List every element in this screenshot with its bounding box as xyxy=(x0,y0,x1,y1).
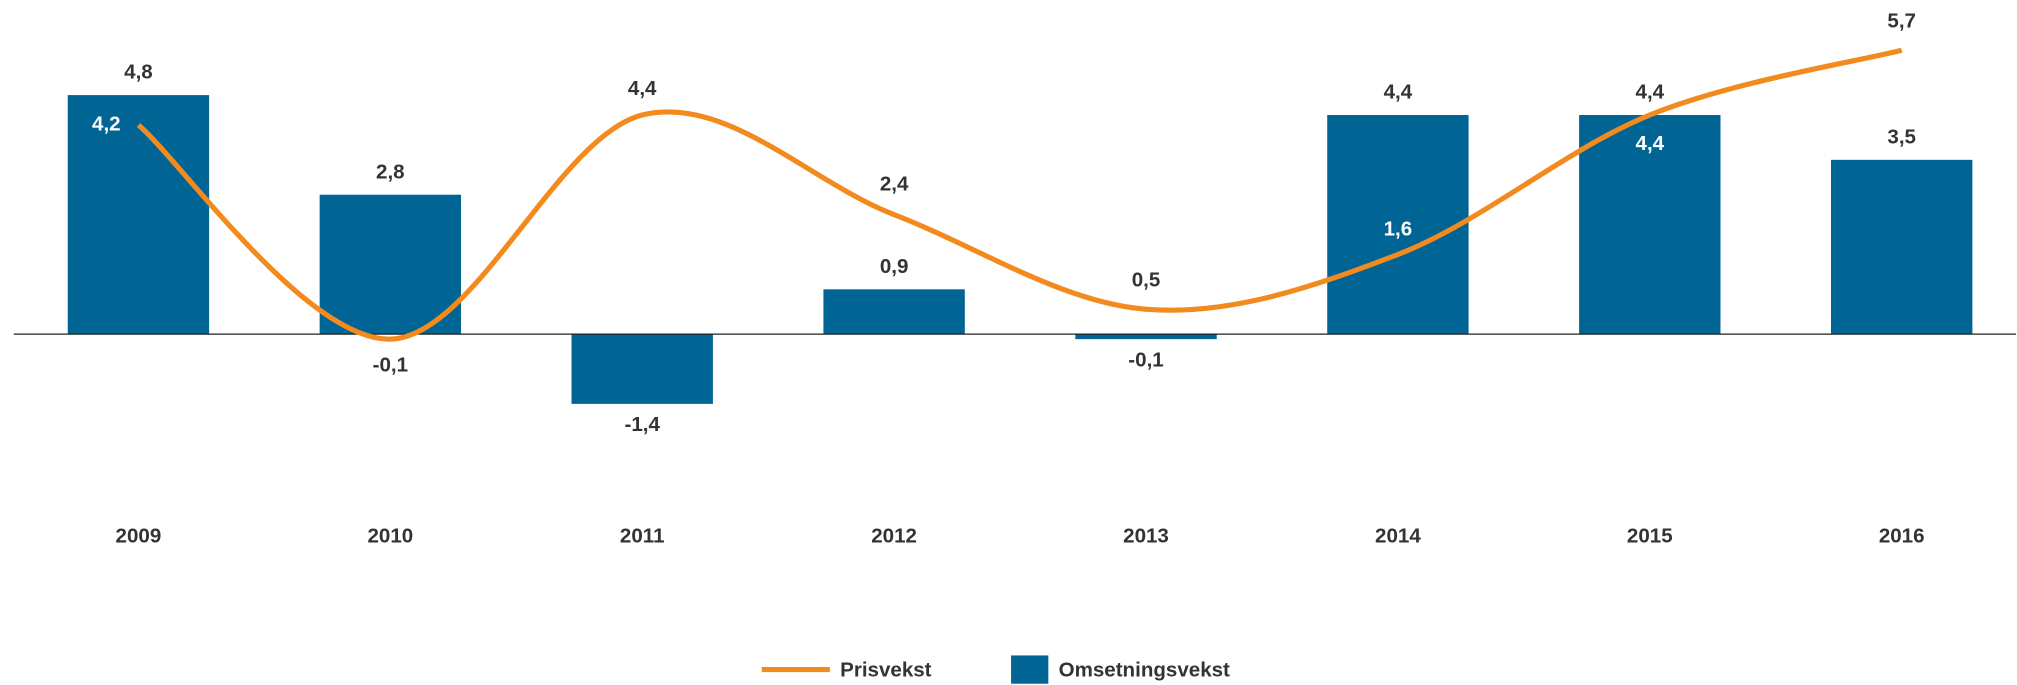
bar-label: 3,5 xyxy=(1887,125,1916,148)
bar-label: -0,1 xyxy=(1128,348,1163,371)
bar xyxy=(1831,159,1973,335)
line-label: 4,2 xyxy=(92,112,121,135)
line-label: 1,6 xyxy=(1384,217,1413,240)
legend-swatch xyxy=(1011,655,1049,684)
x-tick-label: 2015 xyxy=(1627,525,1673,548)
bar xyxy=(67,95,210,335)
legend-label: Prisvekst xyxy=(840,658,932,681)
x-tick-label: 2010 xyxy=(367,525,413,548)
legend-label: Omsetningsvekst xyxy=(1059,658,1230,681)
bar xyxy=(1579,115,1721,335)
line-label: 2,4 xyxy=(880,173,909,196)
bar-label: 4,8 xyxy=(124,61,153,84)
bar xyxy=(571,334,713,404)
x-tick-label: 2012 xyxy=(871,525,917,548)
line xyxy=(136,47,1903,342)
line-label: 4,4 xyxy=(1636,132,1665,155)
x-tick-label: 2016 xyxy=(1879,525,1925,548)
bar xyxy=(823,289,965,335)
x-tick-label: 2014 xyxy=(1375,525,1421,548)
bar-label: 2,8 xyxy=(376,160,405,183)
bar-label: -1,4 xyxy=(625,413,661,436)
bar-label: 4,4 xyxy=(1384,81,1413,104)
line-label: 4,4 xyxy=(628,77,657,100)
bar-label: 4,4 xyxy=(1636,81,1665,104)
line-label: -0,1 xyxy=(373,354,408,377)
x-tick-label: 2009 xyxy=(116,525,162,548)
line-label: 0,5 xyxy=(1132,268,1161,291)
x-tick-label: 2011 xyxy=(620,525,665,548)
x-tick-label: 2013 xyxy=(1123,525,1169,548)
bar xyxy=(1327,115,1469,335)
line-label: 5,7 xyxy=(1887,9,1916,32)
bar-label: 0,9 xyxy=(880,255,909,278)
bar xyxy=(1075,334,1217,340)
bar xyxy=(319,194,462,335)
